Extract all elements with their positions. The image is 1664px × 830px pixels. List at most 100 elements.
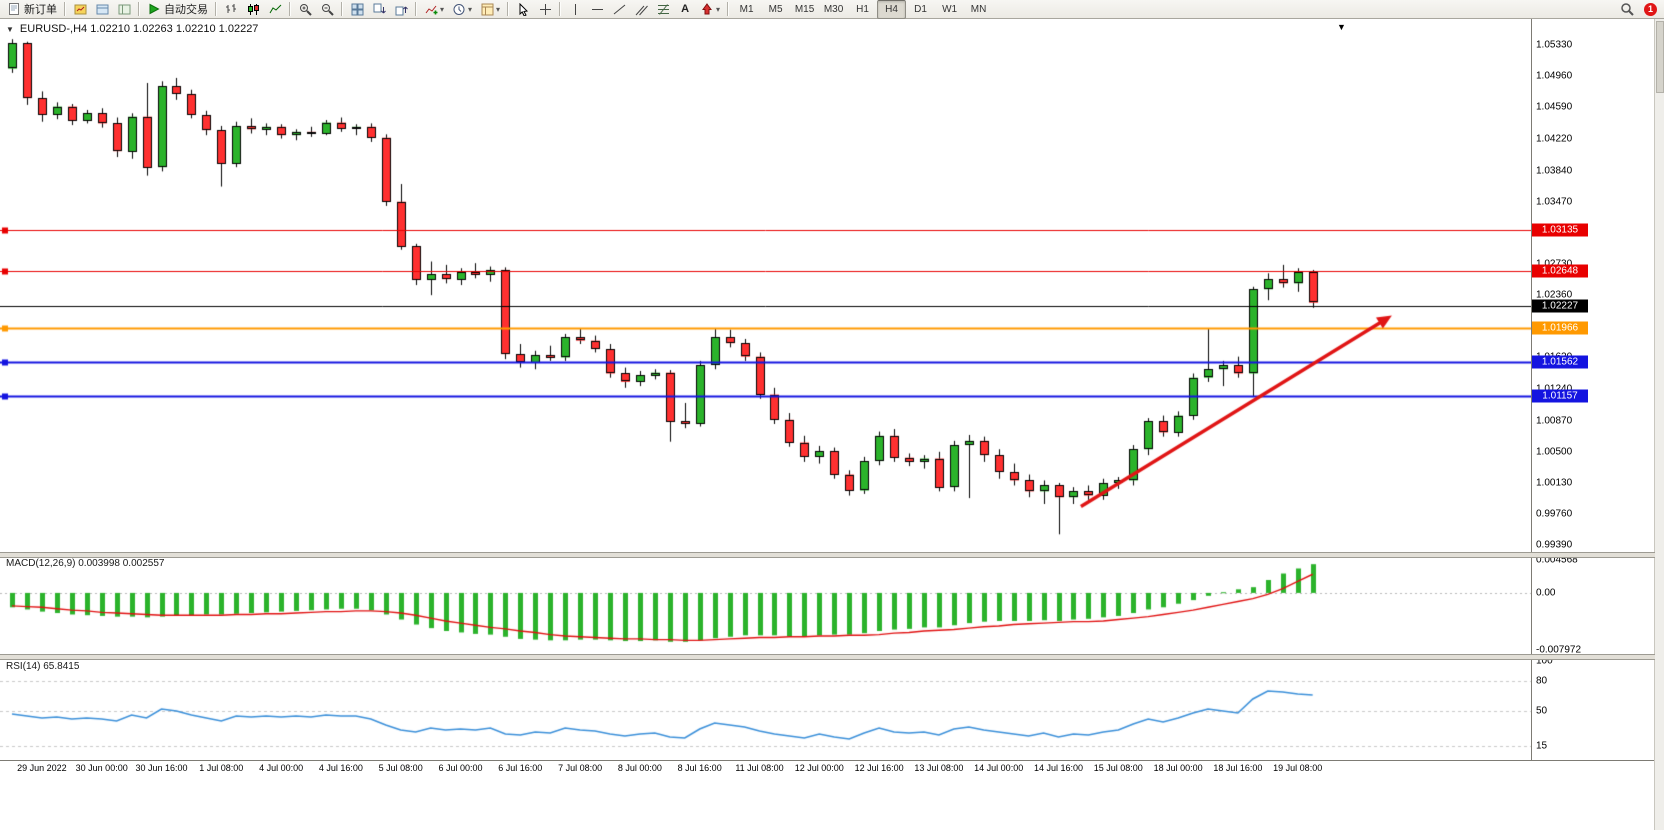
new-order-icon: [7, 2, 21, 16]
toolbar-indicators-button[interactable]: ▾: [420, 0, 448, 19]
toolbar-tile-windows-button[interactable]: [346, 0, 368, 19]
timeframe-m5-button[interactable]: M5: [768, 3, 783, 15]
price-axis-line: [1531, 19, 1532, 760]
toolbar-bar-chart-button[interactable]: [220, 0, 242, 19]
toolbar-search-button[interactable]: [1616, 0, 1638, 19]
vertical-scrollbar[interactable]: [1654, 19, 1664, 830]
time-axis-label: 6 Jul 00:00: [438, 763, 483, 773]
toolbar-separator: [215, 2, 217, 16]
price-line-badge: 1.01562: [1532, 355, 1588, 369]
timeframe-w1-button[interactable]: W1: [942, 3, 958, 15]
time-axis-label: 8 Jul 16:00: [677, 763, 722, 773]
pane-divider[interactable]: [0, 654, 1655, 660]
time-axis-label: 15 Jul 08:00: [1093, 763, 1143, 773]
price-line-badge: 1.01157: [1532, 389, 1588, 403]
toolbar-button-label: 自动交易: [164, 4, 208, 16]
price-axis-label: 1.01240: [1536, 384, 1572, 395]
time-axis-label: 13 Jul 08:00: [914, 763, 964, 773]
time-axis-label: 14 Jul 16:00: [1033, 763, 1084, 773]
rsi-indicator-canvas[interactable]: [0, 659, 1531, 760]
crosshair-icon: [538, 2, 552, 16]
time-axis-label: 1 Jul 08:00: [199, 763, 244, 773]
cascade-down-icon: [372, 2, 386, 16]
rsi-axis-label: 15: [1536, 740, 1548, 752]
timeframe-mn-button[interactable]: MN: [970, 3, 987, 15]
cursor-icon: [516, 2, 530, 16]
timeframe-m30-button[interactable]: M30: [823, 3, 844, 15]
toolbar-arrows-button[interactable]: ▾: [696, 0, 724, 19]
macd-indicator-canvas[interactable]: [0, 557, 1531, 654]
toolbar-zoom-in-button[interactable]: [294, 0, 316, 19]
toolbar-templates-button[interactable]: ▾: [476, 0, 504, 19]
toolbar-right: 1: [1616, 0, 1661, 19]
search-icon: [1620, 2, 1634, 16]
timeframe-h4-button[interactable]: H4: [877, 0, 907, 19]
zoom-in-icon: [298, 2, 312, 16]
toolbar-cursor-button[interactable]: [512, 0, 534, 19]
toolbar-crosshair-button[interactable]: [534, 0, 556, 19]
toolbar-separator: [727, 2, 730, 16]
arrows-icon: [700, 2, 714, 16]
toolbar-cascade-down-button[interactable]: [368, 0, 390, 19]
templates-icon: [480, 2, 494, 16]
toolbar-periods-button[interactable]: ▾: [448, 0, 476, 19]
dropdown-caret-icon: ▾: [468, 4, 473, 14]
toolbar-text-label-button[interactable]: A: [674, 0, 696, 19]
scrollbar-thumb[interactable]: [1656, 21, 1664, 93]
toolbar-fibonacci-button[interactable]: [652, 0, 674, 19]
market-watch-icon: [73, 2, 87, 16]
toolbar-horizontal-line-button[interactable]: [586, 0, 608, 19]
toolbar-separator: [559, 2, 562, 16]
zoom-out-icon: [320, 2, 334, 16]
toolbar-data-window-button[interactable]: [91, 0, 113, 19]
indicators-icon: [424, 2, 438, 16]
toolbar-vertical-line-button[interactable]: [564, 0, 586, 19]
price-axis-label: 1.04590: [1536, 101, 1573, 113]
toolbar-auto-trading-button[interactable]: 自动交易: [143, 0, 212, 19]
trendline-icon: [612, 2, 626, 16]
dropdown-caret-icon: ▾: [716, 4, 721, 14]
channel-icon: [634, 2, 648, 16]
pane-divider[interactable]: [0, 552, 1655, 558]
time-axis-label: 7 Jul 08:00: [558, 763, 603, 773]
quick-trade-arrow-icon[interactable]: ▼: [6, 24, 14, 34]
horizontal-line-icon: [590, 2, 604, 16]
toolbar-separator: [415, 2, 417, 16]
toolbar-market-watch-button[interactable]: [69, 0, 91, 19]
rsi-axis-label: 100: [1536, 655, 1553, 667]
price-axis-label: 1.03470: [1536, 196, 1573, 208]
toolbar-trendline-button[interactable]: [608, 0, 630, 19]
price-line-badge: 1.01966: [1532, 321, 1588, 335]
macd-pane-label: MACD(12,26,9) 0.003998 0.002557: [6, 558, 165, 569]
toolbar-cascade-up-button[interactable]: [390, 0, 412, 19]
chart-window: ▼ EURUSD-,H4 1.02210 1.02263 1.02210 1.0…: [0, 19, 1664, 830]
timeframe-m1-button[interactable]: M1: [739, 3, 754, 15]
time-axis-label: 19 Jul 08:00: [1273, 763, 1323, 773]
price-axis-label: 1.02730: [1536, 259, 1572, 270]
dropdown-caret-icon: ▾: [440, 4, 445, 14]
notification-badge[interactable]: 1: [1644, 2, 1657, 16]
price-chart-canvas[interactable]: [0, 19, 1531, 552]
toolbar-separator: [341, 2, 343, 16]
time-axis-label: 14 Jul 00:00: [974, 763, 1024, 773]
timeframe-h1-button[interactable]: H1: [856, 3, 869, 15]
vertical-line-icon: [568, 2, 582, 16]
toolbar-line-chart-button[interactable]: [264, 0, 286, 19]
toolbar-channel-button[interactable]: [630, 0, 652, 19]
timeframe-d1-button[interactable]: D1: [914, 3, 927, 15]
timeframe-m15-button[interactable]: M15: [794, 3, 815, 15]
chart-shift-marker[interactable]: ▼: [1337, 22, 1346, 32]
dropdown-caret-icon: ▾: [496, 4, 501, 14]
price-line-badge: 1.03135: [1532, 223, 1588, 237]
toolbar-candle-chart-button[interactable]: [242, 0, 264, 19]
time-axis-label: 18 Jul 00:00: [1153, 763, 1203, 773]
time-axis-label: 30 Jun 00:00: [75, 763, 128, 773]
toolbar-new-order-button[interactable]: 新订单: [3, 0, 61, 19]
price-axis-label: 1.00130: [1536, 477, 1573, 489]
navigator-icon: [117, 2, 131, 16]
price-axis-label: 1.02360: [1536, 289, 1573, 301]
toolbar-navigator-button[interactable]: [113, 0, 135, 19]
price-axis-label: 1.04220: [1536, 133, 1573, 145]
fibonacci-icon: [656, 2, 670, 16]
toolbar-zoom-out-button[interactable]: [316, 0, 338, 19]
